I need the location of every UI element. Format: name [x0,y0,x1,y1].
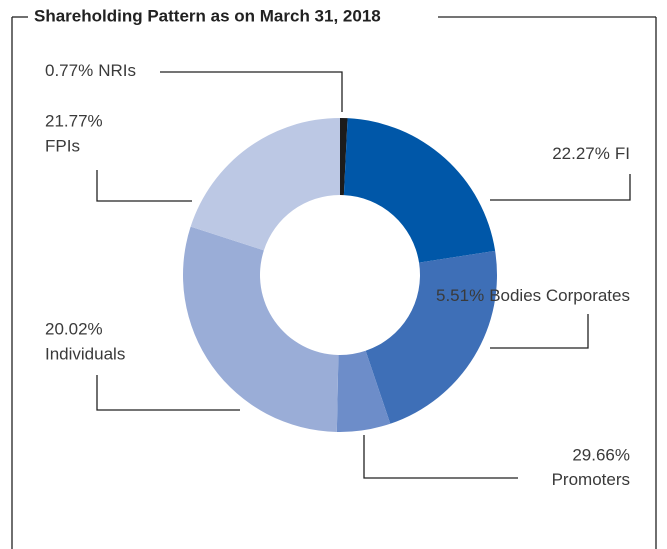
value-label: 20.02% [45,319,103,338]
slice-label: 0.77% NRIs [45,61,136,80]
value-label: 29.66% [572,445,630,464]
value-label: 22.27% [552,144,610,163]
donut-slice [343,118,496,263]
category-label: Bodies Corporates [489,286,630,305]
donut-slice [340,118,348,196]
donut-slice [183,226,339,432]
donut-slice [336,350,391,432]
category-label: FI [615,144,630,163]
slice-label: 22.27% FI [552,144,630,163]
donut-slice [365,250,497,424]
leader-lines [96,71,631,479]
donut-slice [190,118,340,251]
value-label: 5.51% [436,286,484,305]
category-label: Individuals [45,344,125,363]
slice-label: 5.51% Bodies Corporates [436,286,630,305]
category-label: FPIs [45,136,80,155]
category-label: Promoters [552,470,630,489]
frame [11,16,657,549]
category-label-line: Promoters [552,470,630,489]
category-label: NRIs [98,61,136,80]
value-label: 0.77% [45,61,93,80]
chart-title: Shareholding Pattern as on March 31, 201… [34,6,381,25]
value-label: 21.77% [45,111,103,130]
